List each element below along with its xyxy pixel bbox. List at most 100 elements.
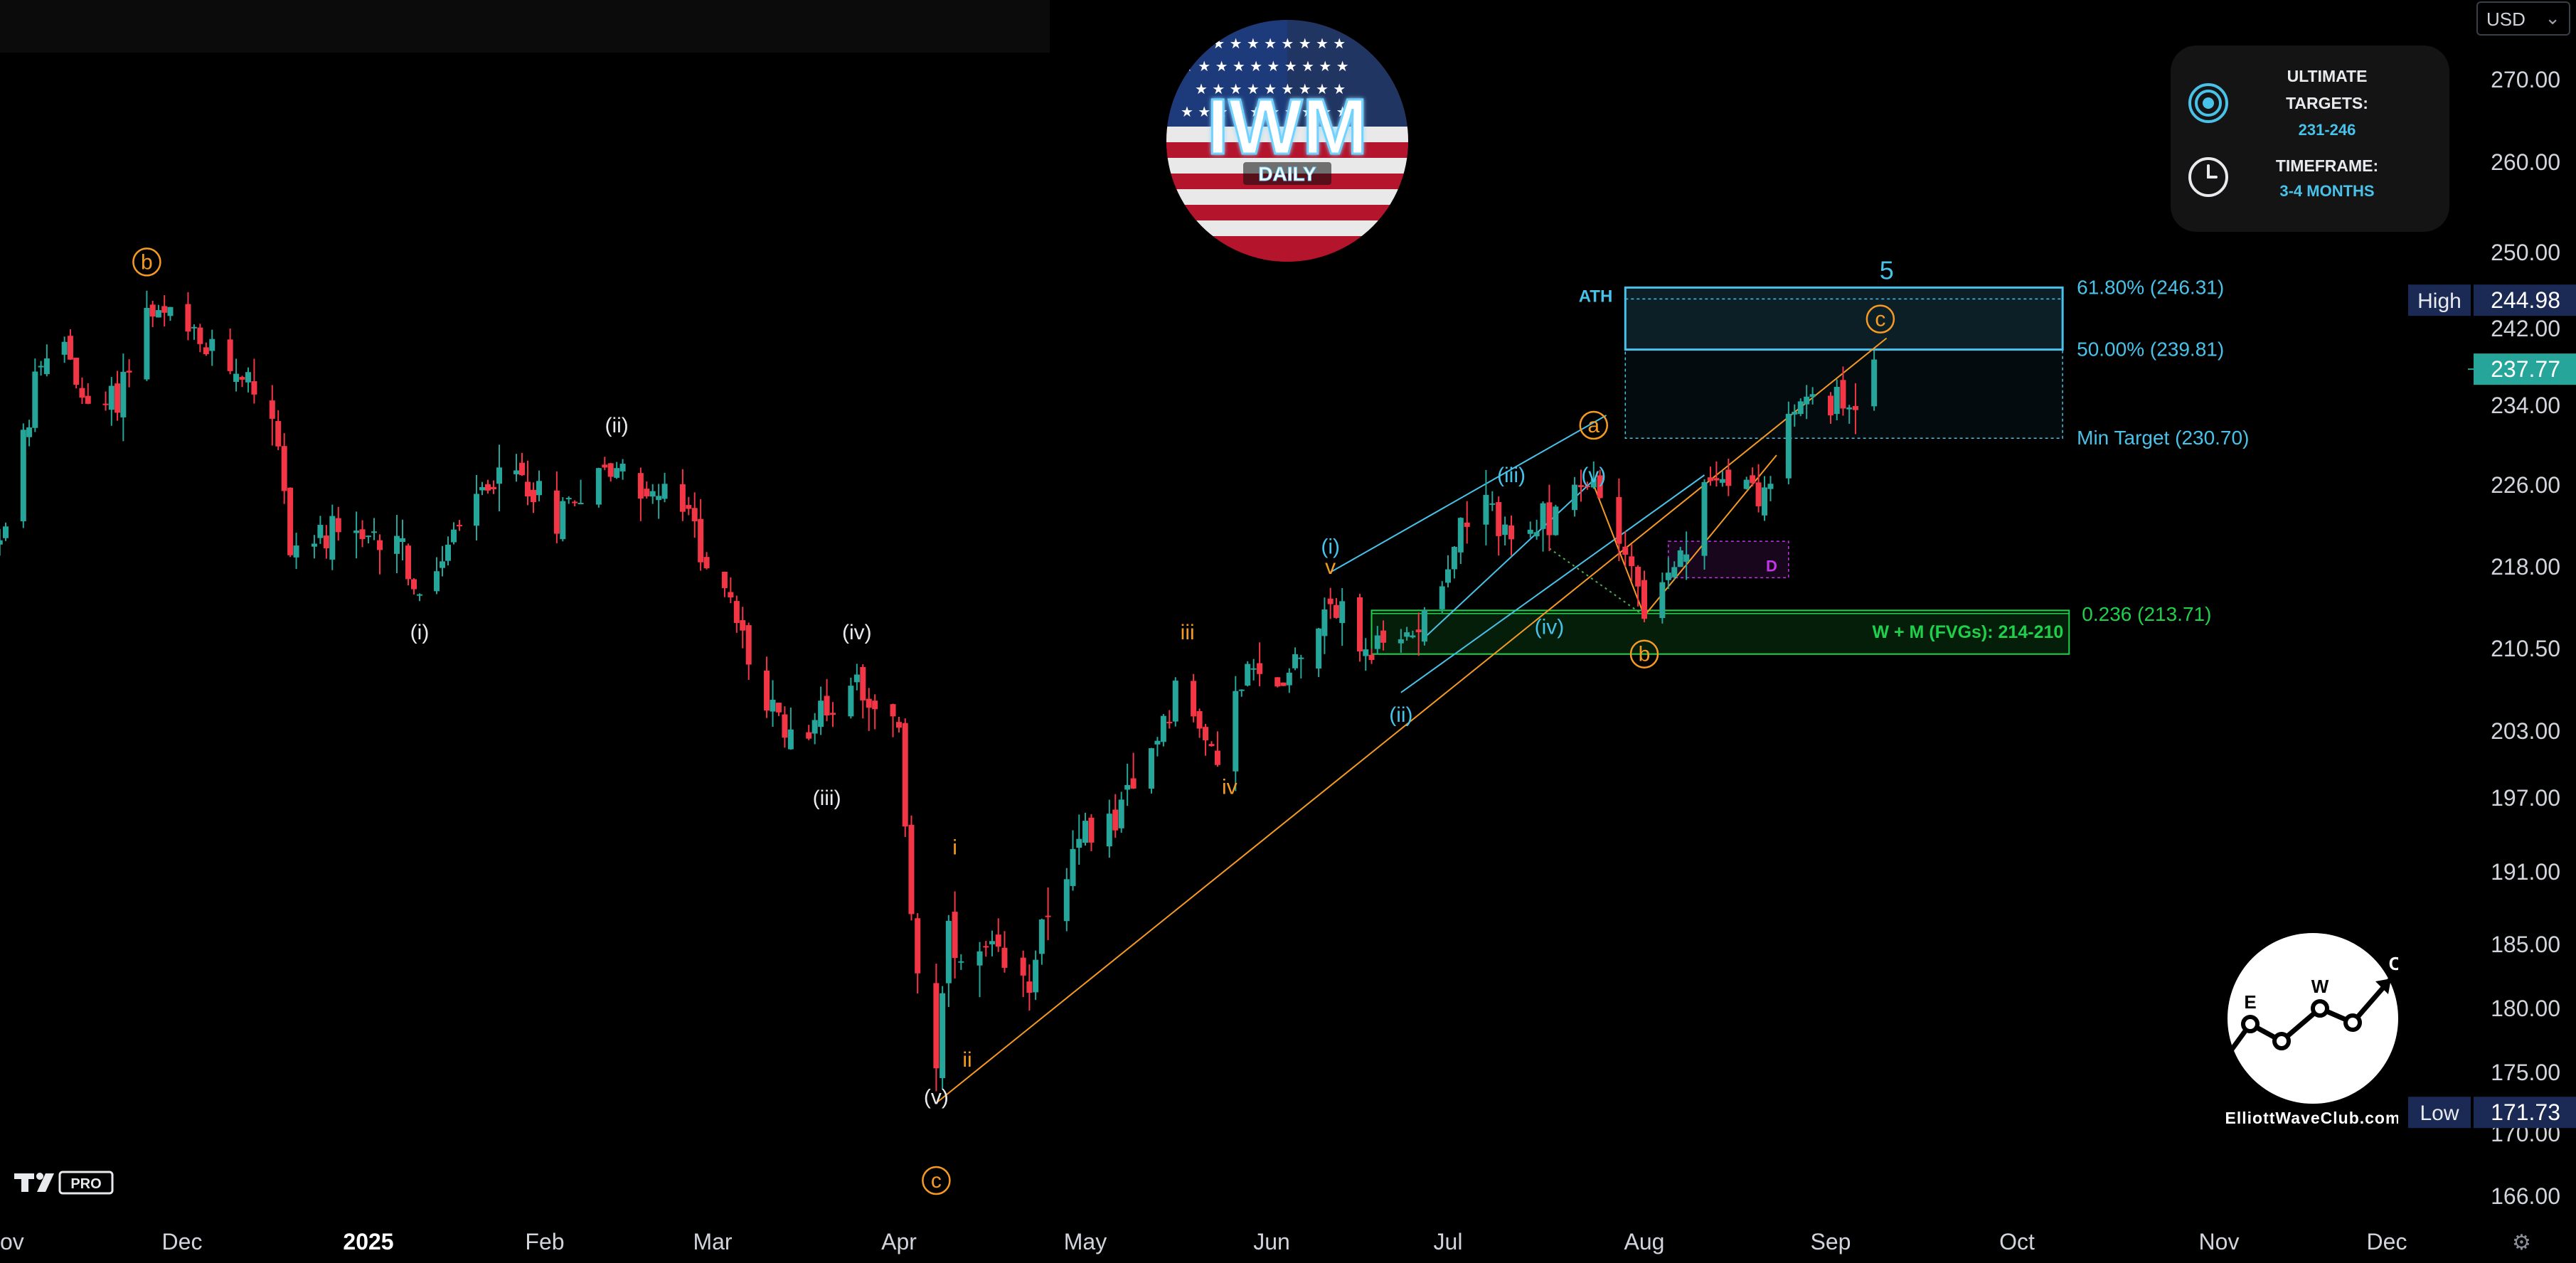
candle <box>1172 677 1178 727</box>
candle <box>1439 581 1445 614</box>
x-tick-label: Dec <box>162 1229 203 1254</box>
candle <box>245 367 251 393</box>
candle-body <box>1785 413 1792 479</box>
candle <box>1292 647 1299 671</box>
candle-body <box>1451 546 1457 570</box>
last-price-marker-value: 237.77 <box>2491 356 2560 382</box>
candle <box>1527 521 1533 538</box>
candle-body <box>26 427 33 437</box>
candle <box>1840 366 1846 416</box>
candle-body <box>853 674 860 683</box>
candle <box>1203 723 1209 756</box>
candle <box>1076 814 1082 865</box>
candle-body <box>1298 657 1304 659</box>
wave-label-6: c <box>931 1169 942 1193</box>
candle-body <box>1464 522 1470 527</box>
candle-body <box>185 304 191 332</box>
candle <box>866 688 872 731</box>
candle-body <box>417 594 422 596</box>
candle-body <box>1508 525 1515 540</box>
candle-body <box>1280 682 1287 686</box>
candle <box>1707 467 1713 486</box>
candle <box>1616 478 1622 562</box>
candle-body <box>1274 677 1281 687</box>
candle <box>602 457 608 471</box>
candle <box>79 377 85 405</box>
candle <box>1421 607 1427 646</box>
candle <box>0 528 3 556</box>
currency-select[interactable]: USD ⌄ <box>2476 1 2570 36</box>
candle-body <box>1112 809 1119 831</box>
candle <box>872 694 878 730</box>
candle-body <box>167 307 174 316</box>
wave-label-1: (i) <box>410 621 430 644</box>
candle <box>513 454 519 482</box>
candle-body <box>644 489 650 497</box>
candle-body <box>976 951 983 966</box>
candle-body <box>983 946 989 948</box>
candle <box>565 496 572 504</box>
candle <box>560 497 566 542</box>
candle <box>1106 799 1112 858</box>
candle <box>335 506 341 541</box>
candle <box>740 607 746 649</box>
candle <box>679 469 686 521</box>
candle <box>1767 476 1774 501</box>
fib-level-label-1: 50.00% (239.81) <box>2077 339 2224 361</box>
wave-label-circle <box>1866 304 1895 334</box>
candle <box>1445 555 1451 587</box>
candle-body <box>536 481 542 496</box>
candle <box>572 500 578 507</box>
candle-body <box>451 529 457 543</box>
candle-body <box>872 700 878 710</box>
elliottwaveclub-logo: E W C ElliottWaveClub.com <box>2213 929 2402 1142</box>
candle-body <box>1719 479 1725 483</box>
candle-body <box>245 372 251 383</box>
candle <box>1852 383 1858 435</box>
candle <box>1380 620 1387 651</box>
candle <box>1846 405 1853 424</box>
chart-settings-icon[interactable]: ⚙ <box>2512 1231 2531 1254</box>
candle <box>1088 814 1095 851</box>
candle-body <box>445 544 451 561</box>
candle <box>400 519 405 560</box>
candle <box>644 481 650 499</box>
candle <box>691 492 698 538</box>
candle <box>614 462 620 479</box>
candle-body <box>1033 959 1039 993</box>
wave-label-18: b <box>1639 643 1651 666</box>
candle <box>1871 350 1878 411</box>
y-tick-label: 210.50 <box>2491 636 2560 661</box>
candle-body <box>485 484 491 491</box>
candle-body <box>1590 479 1597 488</box>
candle <box>496 444 502 511</box>
candle <box>479 481 485 496</box>
candle <box>1677 546 1683 567</box>
y-tick-label: 166.00 <box>2491 1183 2560 1209</box>
wave-label-4: (iv) <box>842 621 872 644</box>
candle <box>26 420 33 447</box>
ewc-letter-e: E <box>2244 991 2256 1013</box>
candle-body <box>1809 394 1816 398</box>
candle-body <box>1572 484 1578 511</box>
candle-body <box>1683 554 1690 562</box>
candle <box>1160 714 1166 747</box>
low-marker-label: Low <box>2420 1102 2459 1125</box>
candle <box>531 482 536 513</box>
candle <box>824 678 830 722</box>
x-tick-label: 2025 <box>343 1229 393 1254</box>
candle <box>940 986 946 1089</box>
candle-body <box>661 484 668 499</box>
candle-body <box>108 385 115 410</box>
candle <box>1457 517 1464 565</box>
candle-body <box>1208 744 1215 747</box>
candle <box>405 543 411 586</box>
candle <box>811 713 818 745</box>
candle <box>108 377 115 426</box>
candle <box>440 545 445 577</box>
candle-body <box>775 703 782 713</box>
x-tick-label: Oct <box>1999 1229 2035 1254</box>
candle-body <box>293 545 299 558</box>
candle-body <box>848 686 854 717</box>
